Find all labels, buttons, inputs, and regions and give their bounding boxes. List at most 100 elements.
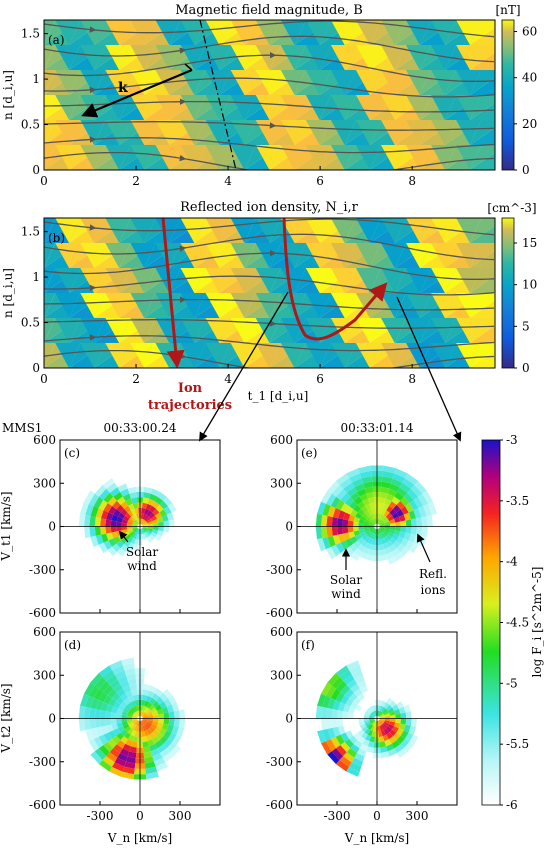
vdf-bin <box>369 521 375 526</box>
vdf-bin <box>345 698 354 707</box>
x-tick-label: 0 <box>373 809 381 823</box>
vdf-bin <box>145 503 152 511</box>
vdf-bin <box>379 718 385 721</box>
heatmap-cell <box>230 120 256 145</box>
heatmap-cell <box>230 45 256 70</box>
heatmap-cell <box>469 343 495 368</box>
vdf-bin <box>396 728 404 736</box>
heatmap-cell <box>280 343 306 368</box>
vdf-bin <box>107 496 117 507</box>
vdf-bin <box>378 712 384 717</box>
vdf-bin <box>349 762 362 772</box>
vdf-bin <box>386 505 394 513</box>
vdf-bin <box>394 530 401 537</box>
vdf-bin <box>116 504 124 513</box>
vdf-bin <box>340 684 351 695</box>
vdf-bin <box>381 508 387 515</box>
vdf-bin <box>126 526 133 530</box>
vdf-bin <box>378 731 383 738</box>
colorbar-tick-label: -3 <box>506 433 518 447</box>
heatmap-cell <box>44 293 56 318</box>
x-tick-label: 8 <box>408 174 416 188</box>
vdf-bin <box>377 726 382 732</box>
vdf-bin <box>113 701 121 709</box>
vdf-bin <box>108 730 117 739</box>
y-tick-label: 0 <box>285 712 293 726</box>
heatmap-cell <box>469 152 495 170</box>
heatmap-cell <box>255 343 281 368</box>
heatmap-cell <box>130 95 156 120</box>
vdf-bin <box>385 534 393 541</box>
vdf-bin <box>349 692 358 702</box>
vdf-bin <box>120 508 128 516</box>
vdf-bin <box>142 689 150 696</box>
vdf-bin <box>110 712 117 719</box>
streamline <box>44 20 495 38</box>
vdf-bin <box>367 549 375 556</box>
vdf-bin <box>144 761 156 769</box>
vdf-bin <box>373 528 377 535</box>
vdf-bin <box>353 688 363 697</box>
vdf-bin <box>342 526 349 534</box>
heatmap-cell <box>44 318 56 343</box>
vdf-bin <box>362 498 370 506</box>
vdf-bin <box>142 715 148 718</box>
panel-b-title: Reflected ion density, N_i,r <box>180 200 358 215</box>
heatmap-cell <box>469 145 495 170</box>
vdf-bin <box>110 520 117 527</box>
vdf-bin <box>142 497 150 504</box>
heatmap-cell <box>219 318 256 343</box>
vdf-bin <box>391 478 403 488</box>
vdf-colorbar-ticks: -3 -3.5 -4 -4.5 -5 -5.5 -6 <box>500 433 529 812</box>
vdf-bin <box>428 501 437 515</box>
vdf-bin <box>377 534 382 540</box>
vdf-bin <box>371 528 376 534</box>
vdf-bin <box>112 665 125 675</box>
vdf-bin <box>147 715 154 719</box>
panel-b-ion-trajectory-1 <box>161 217 185 369</box>
vdf-bin <box>381 707 386 713</box>
vdf-bin <box>379 719 385 722</box>
vdf-bin <box>331 709 338 719</box>
vdf-bin <box>105 711 112 719</box>
vdf-bin <box>121 518 128 524</box>
heatmap-cell <box>394 120 432 145</box>
vdf-colorbar <box>481 439 501 806</box>
vdf-bin <box>124 704 132 711</box>
y-tick-label: 1 <box>32 270 40 284</box>
vdf-bin <box>379 526 385 529</box>
vdf-bin <box>325 493 336 506</box>
panel-a-colorbar-ticks: 0 20 40 60 <box>514 25 537 177</box>
vdf-bin <box>105 519 112 527</box>
panel-b-axes: 0 2 4 6 8 0 0.5 1 1.5 <box>21 225 416 386</box>
heatmap-cell <box>205 145 231 170</box>
vdf-bin <box>400 712 407 719</box>
vdf-bin <box>377 721 380 727</box>
vdf-bin <box>392 704 399 711</box>
vdf-bin <box>370 533 375 540</box>
streamline-arrow <box>179 352 187 360</box>
vdf-bin <box>337 526 344 535</box>
vdf-bin <box>120 488 130 497</box>
heatmap-cell <box>155 120 181 145</box>
vdf-bin <box>122 493 131 502</box>
vdf-bin <box>121 526 127 531</box>
vdf-bin <box>348 531 356 539</box>
vdf-bin <box>393 732 401 741</box>
vdf-bin <box>392 473 405 483</box>
vdf-bin <box>336 488 347 500</box>
vdf-bin <box>157 708 164 715</box>
vdf-bin <box>353 548 363 557</box>
heatmap-cell <box>406 318 432 343</box>
vdf-bin <box>336 473 349 485</box>
vdf-bin <box>147 498 155 506</box>
heatmap-cell <box>80 120 106 145</box>
vdf-bin <box>382 723 388 729</box>
vdf-bin <box>393 504 401 513</box>
vdf-bin <box>377 705 382 711</box>
vdf-bin <box>343 532 351 541</box>
heatmap-cell <box>44 20 56 45</box>
heatmap-cell <box>194 268 231 293</box>
heatmap-cell <box>169 218 206 243</box>
